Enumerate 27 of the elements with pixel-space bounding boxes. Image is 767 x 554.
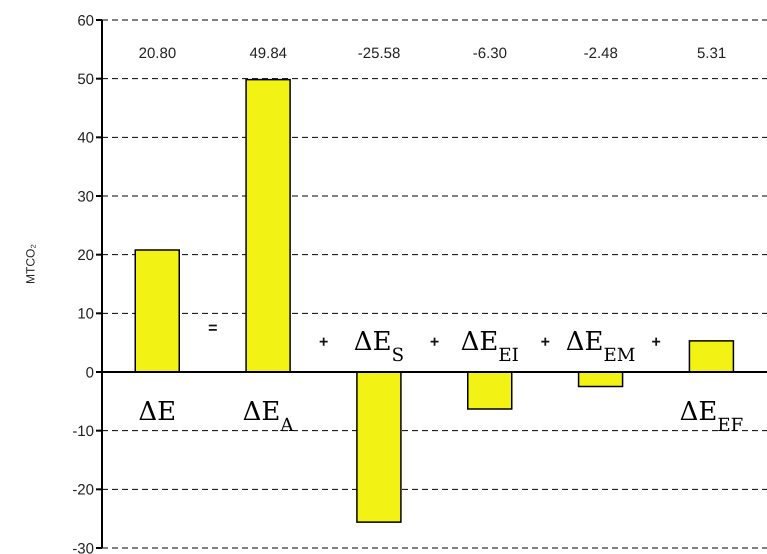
y-tick-label: 0 — [86, 364, 94, 382]
x-tick-label: ΔE — [138, 397, 176, 427]
annotation: 49.84 — [248, 45, 288, 63]
annotation: + — [428, 334, 440, 352]
x-tick-label: ΔE$_{EM}$ — [566, 327, 636, 366]
annotation: + — [318, 334, 330, 352]
annotation: -25.58 — [356, 45, 402, 63]
y-tick-label: 30 — [77, 188, 94, 206]
y-tick-label: -10 — [72, 422, 94, 440]
x-tick-label: ΔE$_{A}$ — [242, 397, 294, 436]
x-tick-label: ΔE$_{S}$ — [354, 327, 404, 366]
y-tick-label: 50 — [77, 70, 94, 88]
y-tick-label: 10 — [77, 306, 94, 323]
x-tick-label: ΔE$_{EI}$ — [460, 327, 519, 366]
annotation: = — [207, 320, 218, 338]
annotation: + — [650, 334, 662, 352]
y-axis-title: MTCO₂ — [23, 244, 38, 284]
annotation: 5.31 — [696, 45, 728, 63]
y-tick-label: 40 — [77, 130, 94, 147]
y-tick-label: 20 — [77, 246, 94, 264]
annotation: -2.48 — [582, 45, 619, 63]
y-tick-label: -30 — [72, 540, 94, 554]
annotation: + — [540, 334, 551, 352]
y-tick-label: 60 — [77, 12, 94, 30]
annotation: -6.30 — [472, 45, 508, 63]
annotation: 20.80 — [138, 45, 178, 63]
y-tick-label: -20 — [72, 482, 94, 499]
